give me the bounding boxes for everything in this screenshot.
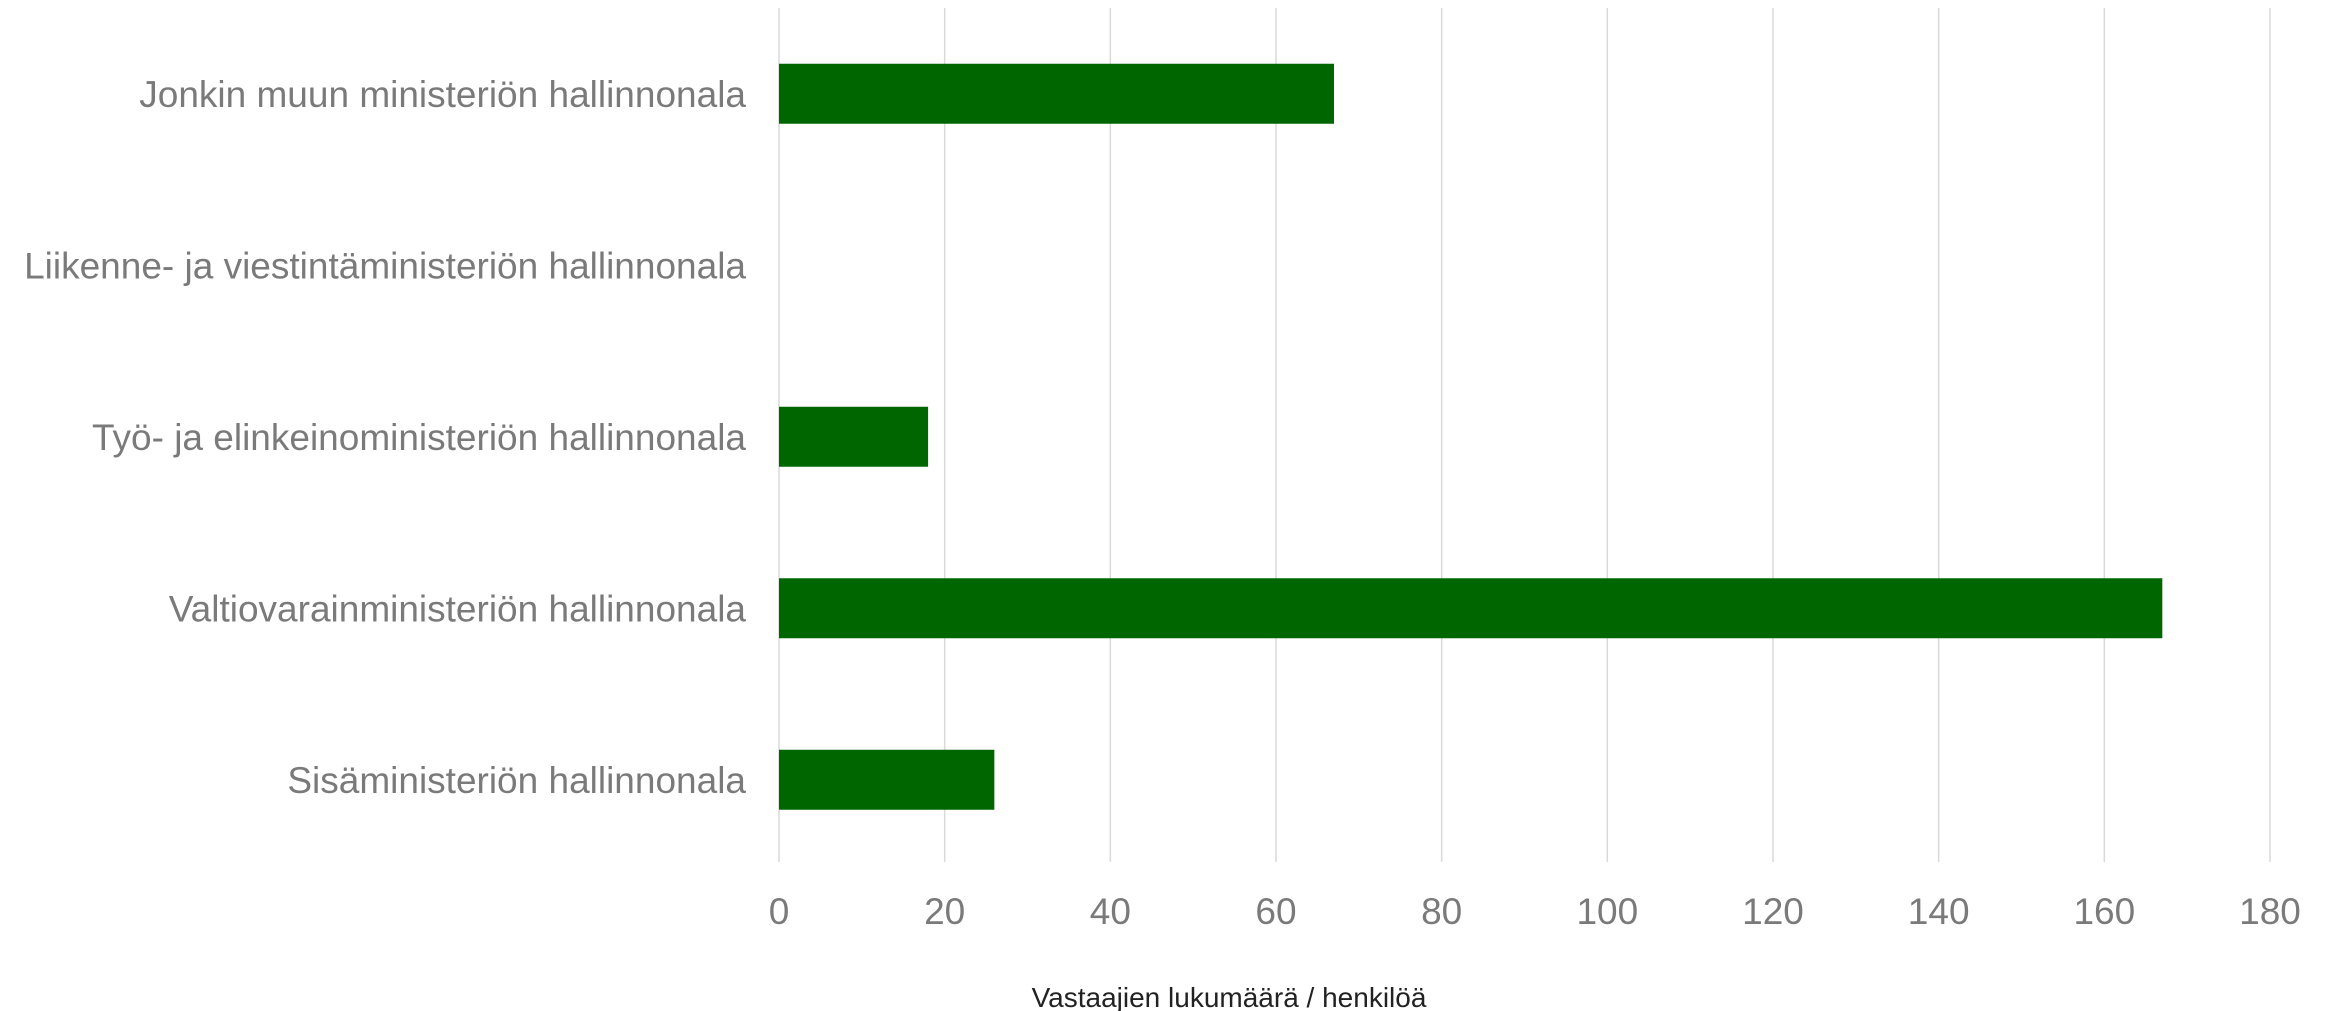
bar xyxy=(779,749,995,810)
x-tick-label: 40 xyxy=(1090,891,1131,932)
x-tick-label: 0 xyxy=(769,891,790,932)
bar xyxy=(779,578,2163,639)
x-tick-label: 80 xyxy=(1421,891,1462,932)
category-label: Liikenne- ja viestintäministeriön hallin… xyxy=(24,245,746,286)
x-axis-title: Vastaajien lukumäärä / henkilöä xyxy=(1032,982,1427,1011)
bar xyxy=(779,406,929,467)
x-tick-label: 20 xyxy=(924,891,965,932)
gridlines xyxy=(778,8,2271,862)
bars xyxy=(779,63,2163,810)
category-label: Työ- ja elinkeinoministeriön hallinnonal… xyxy=(92,417,746,458)
x-tick-label: 140 xyxy=(1908,891,1970,932)
x-tick-label: 100 xyxy=(1576,891,1638,932)
category-label: Sisäministeriön hallinnonala xyxy=(287,760,746,801)
x-tick-label: 60 xyxy=(1255,891,1296,932)
category-labels: Jonkin muun ministeriön hallinnonala Liik… xyxy=(24,74,746,801)
x-tick-label: 180 xyxy=(2239,891,2301,932)
category-label: Valtiovarainministeriön hallinnonala xyxy=(169,588,747,629)
x-tick-labels: 0 20 40 60 80 100 120 140 160 180 xyxy=(769,891,2301,932)
x-tick-label: 160 xyxy=(2073,891,2135,932)
bar xyxy=(779,63,1334,124)
x-tick-label: 120 xyxy=(1742,891,1804,932)
category-label: Jonkin muun ministeriön hallinnonala xyxy=(139,74,746,115)
